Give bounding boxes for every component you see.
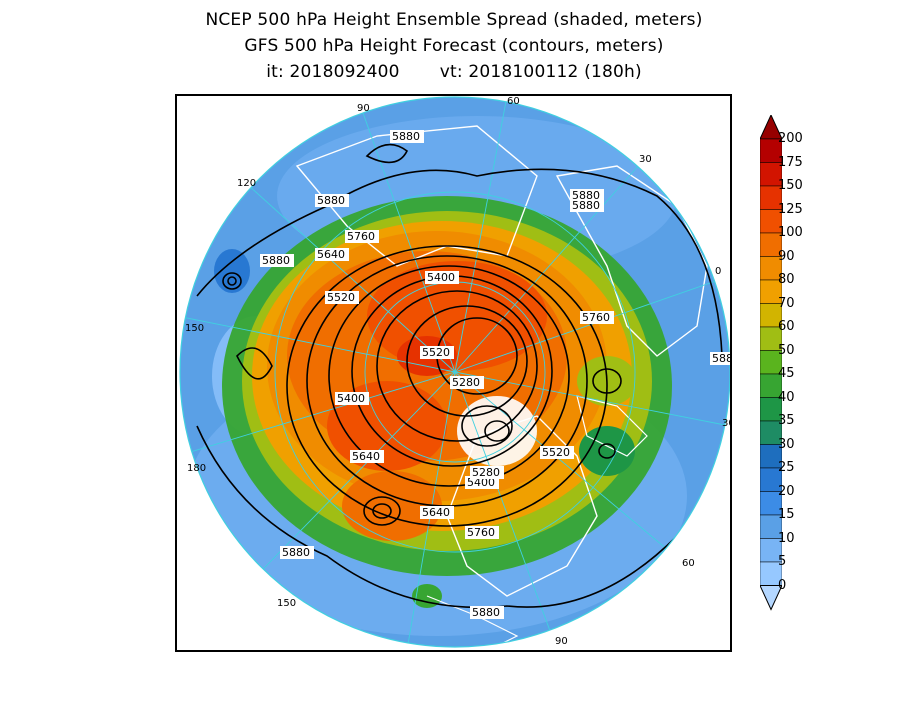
coastline-greenland xyxy=(576,395,648,457)
colorbar-tick-label: 45 xyxy=(778,366,795,381)
contour-label: 5880 xyxy=(710,352,730,365)
colorbar-tick-label: 90 xyxy=(778,248,795,264)
colorbar-tick-label: 125 xyxy=(778,201,803,217)
svg-text:5760: 5760 xyxy=(467,526,495,539)
longitude-label: 120 xyxy=(237,178,256,189)
map-frame: 6030030609012015018015012090588058805880… xyxy=(175,94,732,652)
svg-text:5520: 5520 xyxy=(542,446,570,459)
svg-text:5760: 5760 xyxy=(347,230,375,243)
svg-text:5280: 5280 xyxy=(472,466,500,479)
longitude-label: 30 xyxy=(722,418,730,429)
colorbar-tick-label: 35 xyxy=(778,413,795,428)
contour-label: 5280 xyxy=(450,376,484,389)
contour-label: 5760 xyxy=(345,230,379,243)
colorbar-tick-label: 25 xyxy=(778,460,795,475)
contour-label: 5760 xyxy=(580,311,614,324)
contour-label: 5520 xyxy=(540,446,574,459)
colorbar-tick-label: 60 xyxy=(778,319,795,334)
longitude-label: 60 xyxy=(507,96,520,107)
contour-label: 5880 xyxy=(470,606,504,619)
contour-label: 5400 xyxy=(425,271,459,284)
svg-text:5280: 5280 xyxy=(452,376,480,389)
contour-label: 5880 xyxy=(315,194,349,207)
colorbar xyxy=(760,115,782,611)
polar-map: 6030030609012015018015012090588058805880… xyxy=(179,96,730,648)
svg-text:5880: 5880 xyxy=(572,199,600,212)
chart-title-line1: NCEP 500 hPa Height Ensemble Spread (sha… xyxy=(205,10,703,30)
colorbar-tick-label: 5 xyxy=(778,554,787,569)
colorbar-tick-label: 150 xyxy=(778,178,803,193)
svg-text:5880: 5880 xyxy=(282,546,310,559)
coastline-europe xyxy=(555,165,708,357)
svg-text:5880: 5880 xyxy=(712,352,730,365)
colorbar-tick-label: 10 xyxy=(778,530,795,546)
colorbar-tick-label: 100 xyxy=(778,225,803,240)
colorbar-tick-label: 50 xyxy=(778,342,795,358)
valid-time: vt: 2018100112 (180h) xyxy=(439,62,642,82)
colorbar-tick-label: 70 xyxy=(778,295,795,311)
longitude-label: 30 xyxy=(639,154,652,165)
svg-text:5640: 5640 xyxy=(317,248,345,261)
contour-label: 5640 xyxy=(350,450,384,463)
chart-title-line2: GFS 500 hPa Height Forecast (contours, m… xyxy=(244,36,664,56)
contour-label: 5640 xyxy=(315,248,349,261)
contour-label: 5640 xyxy=(420,506,454,519)
colorbar-tick-label: 30 xyxy=(778,436,795,452)
contour-label: 5880 xyxy=(570,199,604,212)
contour-label: 5520 xyxy=(325,291,359,304)
contour-label: 5280 xyxy=(470,466,504,479)
svg-text:5400: 5400 xyxy=(467,476,495,489)
chart-time-line: it: 2018092400 vt: 2018100112 (180h) xyxy=(0,62,908,82)
longitude-label: 60 xyxy=(682,558,695,569)
contour-label: 5400 xyxy=(335,392,369,405)
contour-label: 5880 xyxy=(260,254,294,267)
svg-text:5880: 5880 xyxy=(317,194,345,207)
colorbar-tick-label: 80 xyxy=(778,272,795,287)
contour-label: 5760 xyxy=(465,526,499,539)
colorbar-tick-label: 40 xyxy=(778,389,795,405)
colorbar-min-arrow xyxy=(760,585,782,611)
svg-text:5640: 5640 xyxy=(352,450,380,463)
svg-text:5520: 5520 xyxy=(422,346,450,359)
contour-label: 5400 xyxy=(465,476,499,489)
svg-text:5880: 5880 xyxy=(572,189,600,202)
colorbar-tick-label: 0 xyxy=(778,577,787,593)
init-time: it: 2018092400 xyxy=(266,62,400,82)
longitude-label: 180 xyxy=(187,463,206,474)
contour-label: 5520 xyxy=(420,346,454,359)
longitude-label: 0 xyxy=(715,266,721,277)
svg-text:5880: 5880 xyxy=(472,606,500,619)
longitude-label: 90 xyxy=(357,103,370,114)
svg-text:5880: 5880 xyxy=(262,254,290,267)
longitude-label: 90 xyxy=(555,636,568,647)
svg-text:5520: 5520 xyxy=(327,291,355,304)
longitude-label: 150 xyxy=(185,323,204,334)
colorbar-tick-label: 175 xyxy=(778,154,803,170)
contour-label: 5880 xyxy=(280,546,314,559)
svg-text:5760: 5760 xyxy=(582,311,610,324)
svg-text:5400: 5400 xyxy=(427,271,455,284)
longitude-label: 150 xyxy=(277,598,296,609)
contour-label: 5880 xyxy=(390,130,424,143)
colorbar-tick-label: 200 xyxy=(778,131,803,146)
colorbar-tick-label: 20 xyxy=(778,483,795,499)
coastline-north-america xyxy=(446,415,598,597)
map-boundary xyxy=(179,96,730,648)
svg-text:5400: 5400 xyxy=(337,392,365,405)
colorbar-tick-label: 15 xyxy=(778,507,795,522)
contour-label: 5880 xyxy=(570,189,604,202)
svg-text:5880: 5880 xyxy=(392,130,420,143)
svg-text:5640: 5640 xyxy=(422,506,450,519)
